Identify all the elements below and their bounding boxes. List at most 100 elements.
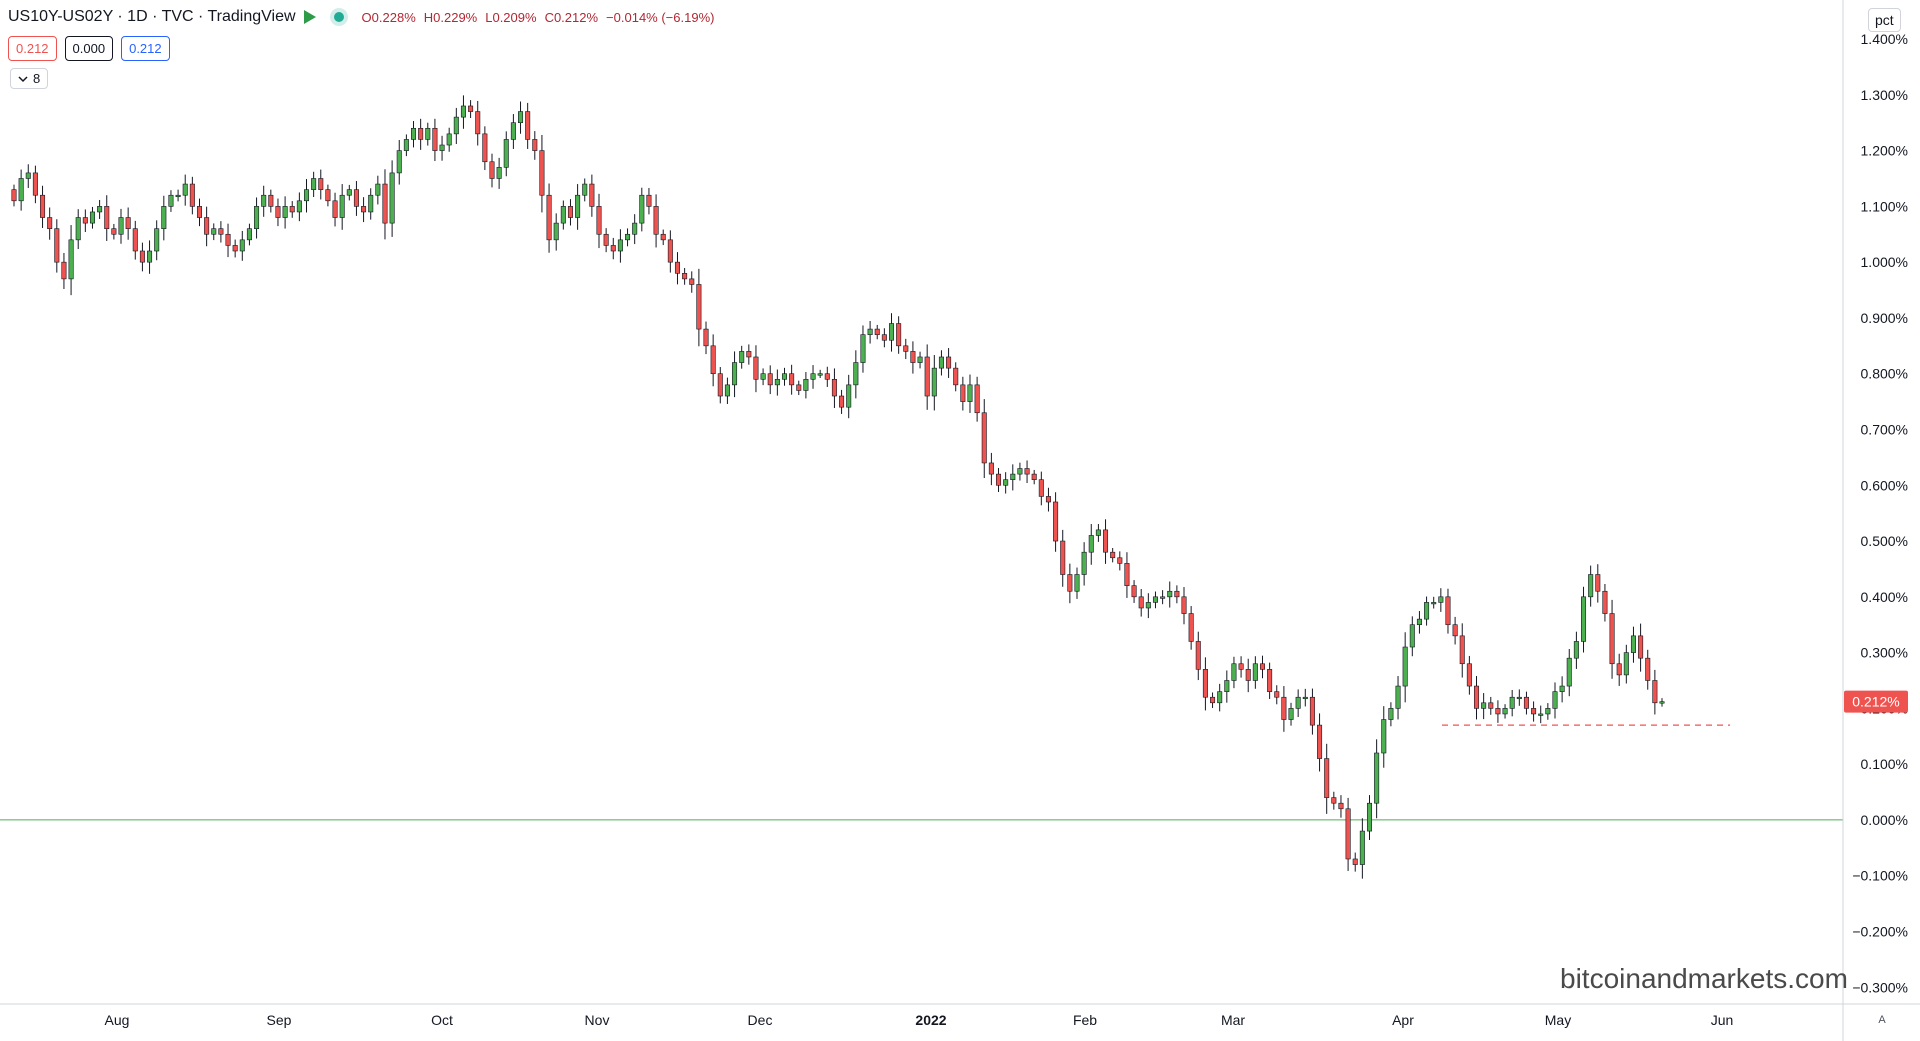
plot-area[interactable] [0, 95, 1843, 879]
candle [746, 344, 752, 365]
candle [11, 184, 17, 207]
candle [54, 219, 60, 273]
candle-body [1466, 663, 1472, 687]
candle [1238, 656, 1244, 678]
candle-body [803, 378, 809, 391]
unit-label-button[interactable]: pct [1868, 8, 1901, 32]
candle [1588, 565, 1594, 607]
candle [710, 334, 716, 387]
candle-body [1352, 858, 1358, 865]
candle-body [1616, 663, 1622, 676]
candle [974, 376, 980, 422]
candle [1509, 689, 1515, 717]
candle [453, 107, 459, 144]
candle [289, 201, 295, 218]
candle [1659, 698, 1665, 707]
candle-body [189, 183, 195, 207]
candle [1352, 852, 1358, 872]
candle [311, 171, 317, 198]
candle [325, 184, 331, 207]
candle [739, 345, 745, 369]
candle-body [68, 239, 74, 280]
candle [667, 230, 673, 273]
candle-body [931, 367, 937, 397]
candle [946, 348, 952, 378]
market-status-dot-icon [333, 12, 344, 22]
candle [717, 367, 723, 404]
candle [1573, 631, 1579, 669]
candle-body [938, 356, 944, 369]
candle [396, 140, 402, 185]
candle-body [204, 217, 210, 235]
candle [1402, 632, 1408, 703]
candle [896, 316, 902, 354]
candle-body [418, 127, 424, 140]
candle [1117, 551, 1123, 571]
candle [1281, 686, 1287, 732]
candle-body [546, 194, 552, 241]
candle-body [1573, 641, 1579, 659]
candle-body [625, 233, 631, 241]
candle-body [1281, 696, 1287, 720]
candle [1523, 691, 1529, 715]
candle [346, 184, 352, 201]
candle [1231, 656, 1237, 689]
candle [403, 134, 409, 157]
candle [1566, 648, 1572, 697]
candle-body [453, 116, 459, 135]
time-axis[interactable]: Aug Sep Oct Nov Dec 2022 Feb Mar Apr May Jun [105, 1012, 1734, 1028]
candle-body [682, 273, 688, 280]
indicators-count: 8 [33, 71, 41, 86]
time-tick-label: Aug [105, 1012, 130, 1028]
candle [239, 230, 245, 261]
candle-body [996, 473, 1002, 486]
candle-body [567, 206, 573, 218]
candle-body [846, 384, 852, 408]
flag-icon[interactable] [303, 10, 316, 24]
symbol-title[interactable]: US10Y-US02Y · 1D · TVC · TradingView [8, 8, 296, 25]
candle-body [1374, 752, 1380, 804]
candle-body [18, 178, 24, 202]
bid-button[interactable]: 0.212 [8, 36, 57, 61]
candle [1359, 818, 1365, 879]
candle [1267, 662, 1273, 700]
candle-body [1538, 713, 1544, 716]
candle [1245, 658, 1251, 693]
price-tick-label: 0.400% [1861, 589, 1908, 605]
candle [981, 399, 987, 478]
candle-body [1445, 596, 1451, 626]
candle [1024, 460, 1030, 484]
candle [767, 365, 773, 395]
time-tick-label: Dec [748, 1012, 773, 1028]
candle [1217, 683, 1223, 712]
candle-body [1195, 641, 1201, 670]
indicators-toggle-button[interactable]: 8 [10, 68, 49, 89]
candle-body [325, 189, 331, 202]
time-tick-label: Jun [1711, 1012, 1734, 1028]
candle [988, 452, 994, 486]
candle-body [1559, 685, 1565, 692]
candle [546, 183, 552, 253]
candle [89, 206, 95, 229]
candle [375, 175, 381, 205]
candle [874, 324, 880, 340]
candle-body [1638, 635, 1644, 659]
auto-scale-button[interactable]: A [1878, 1014, 1886, 1026]
candle-body [1581, 596, 1587, 642]
candle-body [1145, 602, 1151, 609]
candle-body [881, 334, 887, 341]
candle [888, 313, 895, 352]
candle [282, 196, 288, 229]
ask-button[interactable]: 0.212 [121, 36, 170, 61]
candle-body [1288, 708, 1294, 720]
candle-body [1167, 590, 1173, 598]
price-axis[interactable]: 1.400% 1.300% 1.200% 1.100% 1.000% 0.900% 0.80… [1852, 31, 1908, 995]
candle [860, 325, 866, 373]
candle [1259, 655, 1265, 679]
candle [953, 362, 959, 392]
candle-body [275, 206, 281, 218]
candle-body [553, 222, 559, 241]
candle [1424, 596, 1430, 626]
candle-body [760, 373, 766, 380]
